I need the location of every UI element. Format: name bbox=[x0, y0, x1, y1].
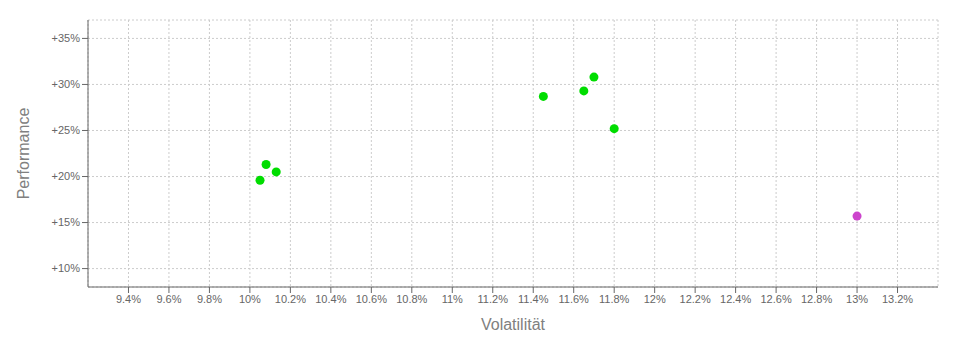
svg-text:+20%: +20% bbox=[52, 170, 81, 182]
svg-text:12%: 12% bbox=[644, 293, 666, 305]
svg-text:11.2%: 11.2% bbox=[478, 293, 509, 305]
svg-text:10.4%: 10.4% bbox=[315, 293, 346, 305]
svg-text:12.2%: 12.2% bbox=[680, 293, 711, 305]
svg-text:+25%: +25% bbox=[52, 124, 81, 136]
svg-text:12.8%: 12.8% bbox=[801, 293, 832, 305]
svg-text:11%: 11% bbox=[442, 293, 463, 305]
svg-text:12.4%: 12.4% bbox=[720, 293, 751, 305]
svg-text:Performance: Performance bbox=[15, 108, 32, 200]
svg-text:12.6%: 12.6% bbox=[760, 293, 791, 305]
svg-text:9.8%: 9.8% bbox=[197, 293, 222, 305]
svg-text:10.6%: 10.6% bbox=[356, 293, 387, 305]
svg-text:+15%: +15% bbox=[52, 216, 81, 228]
svg-text:11.6%: 11.6% bbox=[559, 293, 590, 305]
svg-text:+35%: +35% bbox=[52, 32, 81, 44]
svg-text:10.2%: 10.2% bbox=[275, 293, 306, 305]
svg-text:+10%: +10% bbox=[52, 262, 81, 274]
svg-text:9.4%: 9.4% bbox=[116, 293, 141, 305]
svg-text:+30%: +30% bbox=[52, 78, 81, 90]
svg-text:11.8%: 11.8% bbox=[599, 293, 630, 305]
svg-text:Volatilität: Volatilität bbox=[481, 316, 546, 333]
svg-text:9.6%: 9.6% bbox=[156, 293, 181, 305]
svg-text:10.8%: 10.8% bbox=[396, 293, 427, 305]
svg-text:10%: 10% bbox=[239, 293, 261, 305]
svg-text:13.2%: 13.2% bbox=[882, 293, 913, 305]
svg-text:13%: 13% bbox=[846, 293, 868, 305]
svg-text:11.4%: 11.4% bbox=[518, 293, 549, 305]
